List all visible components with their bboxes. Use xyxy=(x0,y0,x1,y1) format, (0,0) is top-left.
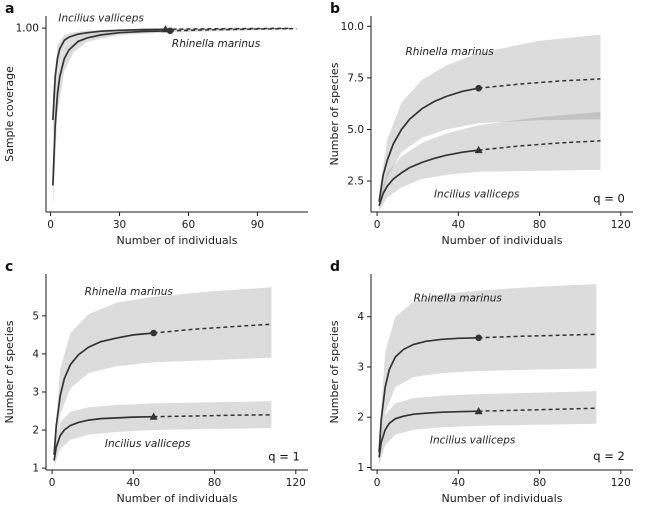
panel-d-chart: 0 40 80 120 1 2 3 4 Number of individuals Number … xyxy=(328,274,633,505)
species-label: Rhinella marinus xyxy=(414,293,503,305)
species-label: Incilius valliceps xyxy=(430,434,516,446)
x-axis-title: Number of individuals xyxy=(117,234,238,247)
rarefaction-line xyxy=(53,332,154,455)
x-tick-label: 0 xyxy=(374,219,381,231)
q-order-label: q = 2 xyxy=(593,449,625,463)
y-axis-title: Number of species xyxy=(328,320,341,423)
extrapolation-line xyxy=(478,333,597,339)
x-tick-label: 60 xyxy=(182,219,195,231)
panel-b-chart: 0 40 80 120 2.5 5.0 7.5 10.0 Number of individua… xyxy=(328,16,633,247)
y-axis-title: Sample coverage xyxy=(3,66,16,162)
extrapolation-line xyxy=(170,27,297,32)
confidence-band xyxy=(379,284,597,463)
rarefaction-line xyxy=(378,336,479,453)
rarefaction-line xyxy=(378,410,479,458)
reference-point-circle xyxy=(475,334,482,342)
y-tick-label: 10.0 xyxy=(341,21,364,33)
rarefaction-line xyxy=(52,29,171,186)
y-tick-label: 1.00 xyxy=(16,23,39,35)
y-tick-label: 4 xyxy=(32,348,39,360)
panel-a-chart: 0 30 60 90 1.00 Number of individuals Sample c… xyxy=(3,12,308,247)
extrapolation-line xyxy=(165,27,292,31)
extrapolation-line xyxy=(478,78,601,89)
reference-point-circle xyxy=(475,84,482,92)
reference-point-triangle xyxy=(474,407,483,415)
y-tick-label: 2 xyxy=(32,425,39,437)
species-label: Incilius valliceps xyxy=(434,189,520,201)
x-tick-label: 120 xyxy=(611,477,631,489)
confidence-band xyxy=(54,401,272,467)
x-axis-title: Number of individuals xyxy=(442,492,563,505)
panel-a-letter: a xyxy=(5,1,15,17)
x-tick-label: 120 xyxy=(286,477,306,489)
x-tick-label: 0 xyxy=(374,477,381,489)
y-tick-label: 3 xyxy=(32,386,39,398)
extrapolation-line xyxy=(478,407,597,412)
confidence-band xyxy=(379,391,597,465)
reference-point-triangle xyxy=(474,145,483,154)
rarefaction-line xyxy=(53,415,154,461)
x-tick-label: 30 xyxy=(113,219,126,231)
x-tick-label: 40 xyxy=(127,477,140,489)
y-tick-label: 1 xyxy=(357,462,364,474)
x-tick-label: 120 xyxy=(611,219,631,231)
x-tick-label: 90 xyxy=(251,219,264,231)
y-tick-label: 7.5 xyxy=(347,72,364,84)
confidence-band xyxy=(379,34,601,208)
extrapolation-line xyxy=(478,140,601,151)
panel-b-letter: b xyxy=(330,1,341,17)
q-order-label: q = 1 xyxy=(268,449,300,463)
x-tick-label: 80 xyxy=(208,477,221,489)
x-axis-title: Number of individuals xyxy=(442,234,563,247)
rarefaction-line xyxy=(378,149,479,207)
y-tick-label: 2.5 xyxy=(347,176,364,188)
y-tick-label: 5.0 xyxy=(347,124,364,136)
x-tick-label: 0 xyxy=(47,219,54,231)
panel-c-letter: c xyxy=(5,259,14,275)
extrapolation-line xyxy=(153,323,272,334)
x-tick-label: 0 xyxy=(49,477,56,489)
x-tick-label: 40 xyxy=(452,477,465,489)
reference-point-circle xyxy=(166,27,174,35)
x-tick-label: 80 xyxy=(533,219,546,231)
panel-a: a 0 30 60 90 1.00 Number of individuals Sample… xyxy=(0,0,325,258)
panel-c-chart: 0 40 80 120 1 2 3 4 5 Number of individuals Number… xyxy=(3,274,308,505)
species-label: Rhinella marinus xyxy=(172,38,261,50)
x-tick-label: 40 xyxy=(452,219,465,231)
rarefaction-line xyxy=(378,87,479,202)
rarefaction-line xyxy=(52,28,166,121)
reference-point-triangle xyxy=(149,412,158,420)
species-label: Rhinella marinus xyxy=(85,286,174,298)
y-axis-title: Number of species xyxy=(328,62,341,165)
panel-b: b 0 40 80 120 2.5 5.0 7.5 10.0 Number of individ… xyxy=(325,0,650,258)
species-label: Incilius valliceps xyxy=(58,12,144,24)
x-axis-title: Number of individuals xyxy=(117,492,238,505)
x-tick-label: 80 xyxy=(533,477,546,489)
y-tick-label: 3 xyxy=(357,361,364,373)
y-tick-label: 4 xyxy=(357,311,364,323)
y-tick-label: 5 xyxy=(32,310,39,322)
extrapolation-line xyxy=(153,414,272,418)
q-order-label: q = 0 xyxy=(593,192,625,206)
species-label: Rhinella marinus xyxy=(406,46,495,58)
confidence-band xyxy=(54,287,272,463)
confidence-band xyxy=(52,28,297,208)
panel-d: d 0 40 80 120 1 2 3 4 Number of individuals Numbe… xyxy=(325,258,650,517)
y-tick-label: 2 xyxy=(357,412,364,424)
y-tick-label: 1 xyxy=(32,463,39,475)
species-label: Incilius valliceps xyxy=(105,438,191,450)
confidence-band xyxy=(379,111,601,211)
panel-d-letter: d xyxy=(330,259,341,275)
reference-point-circle xyxy=(150,329,157,337)
panel-c: c 0 40 80 120 1 2 3 4 5 Number of individuals Numb… xyxy=(0,258,325,517)
y-axis-title: Number of species xyxy=(3,320,16,423)
